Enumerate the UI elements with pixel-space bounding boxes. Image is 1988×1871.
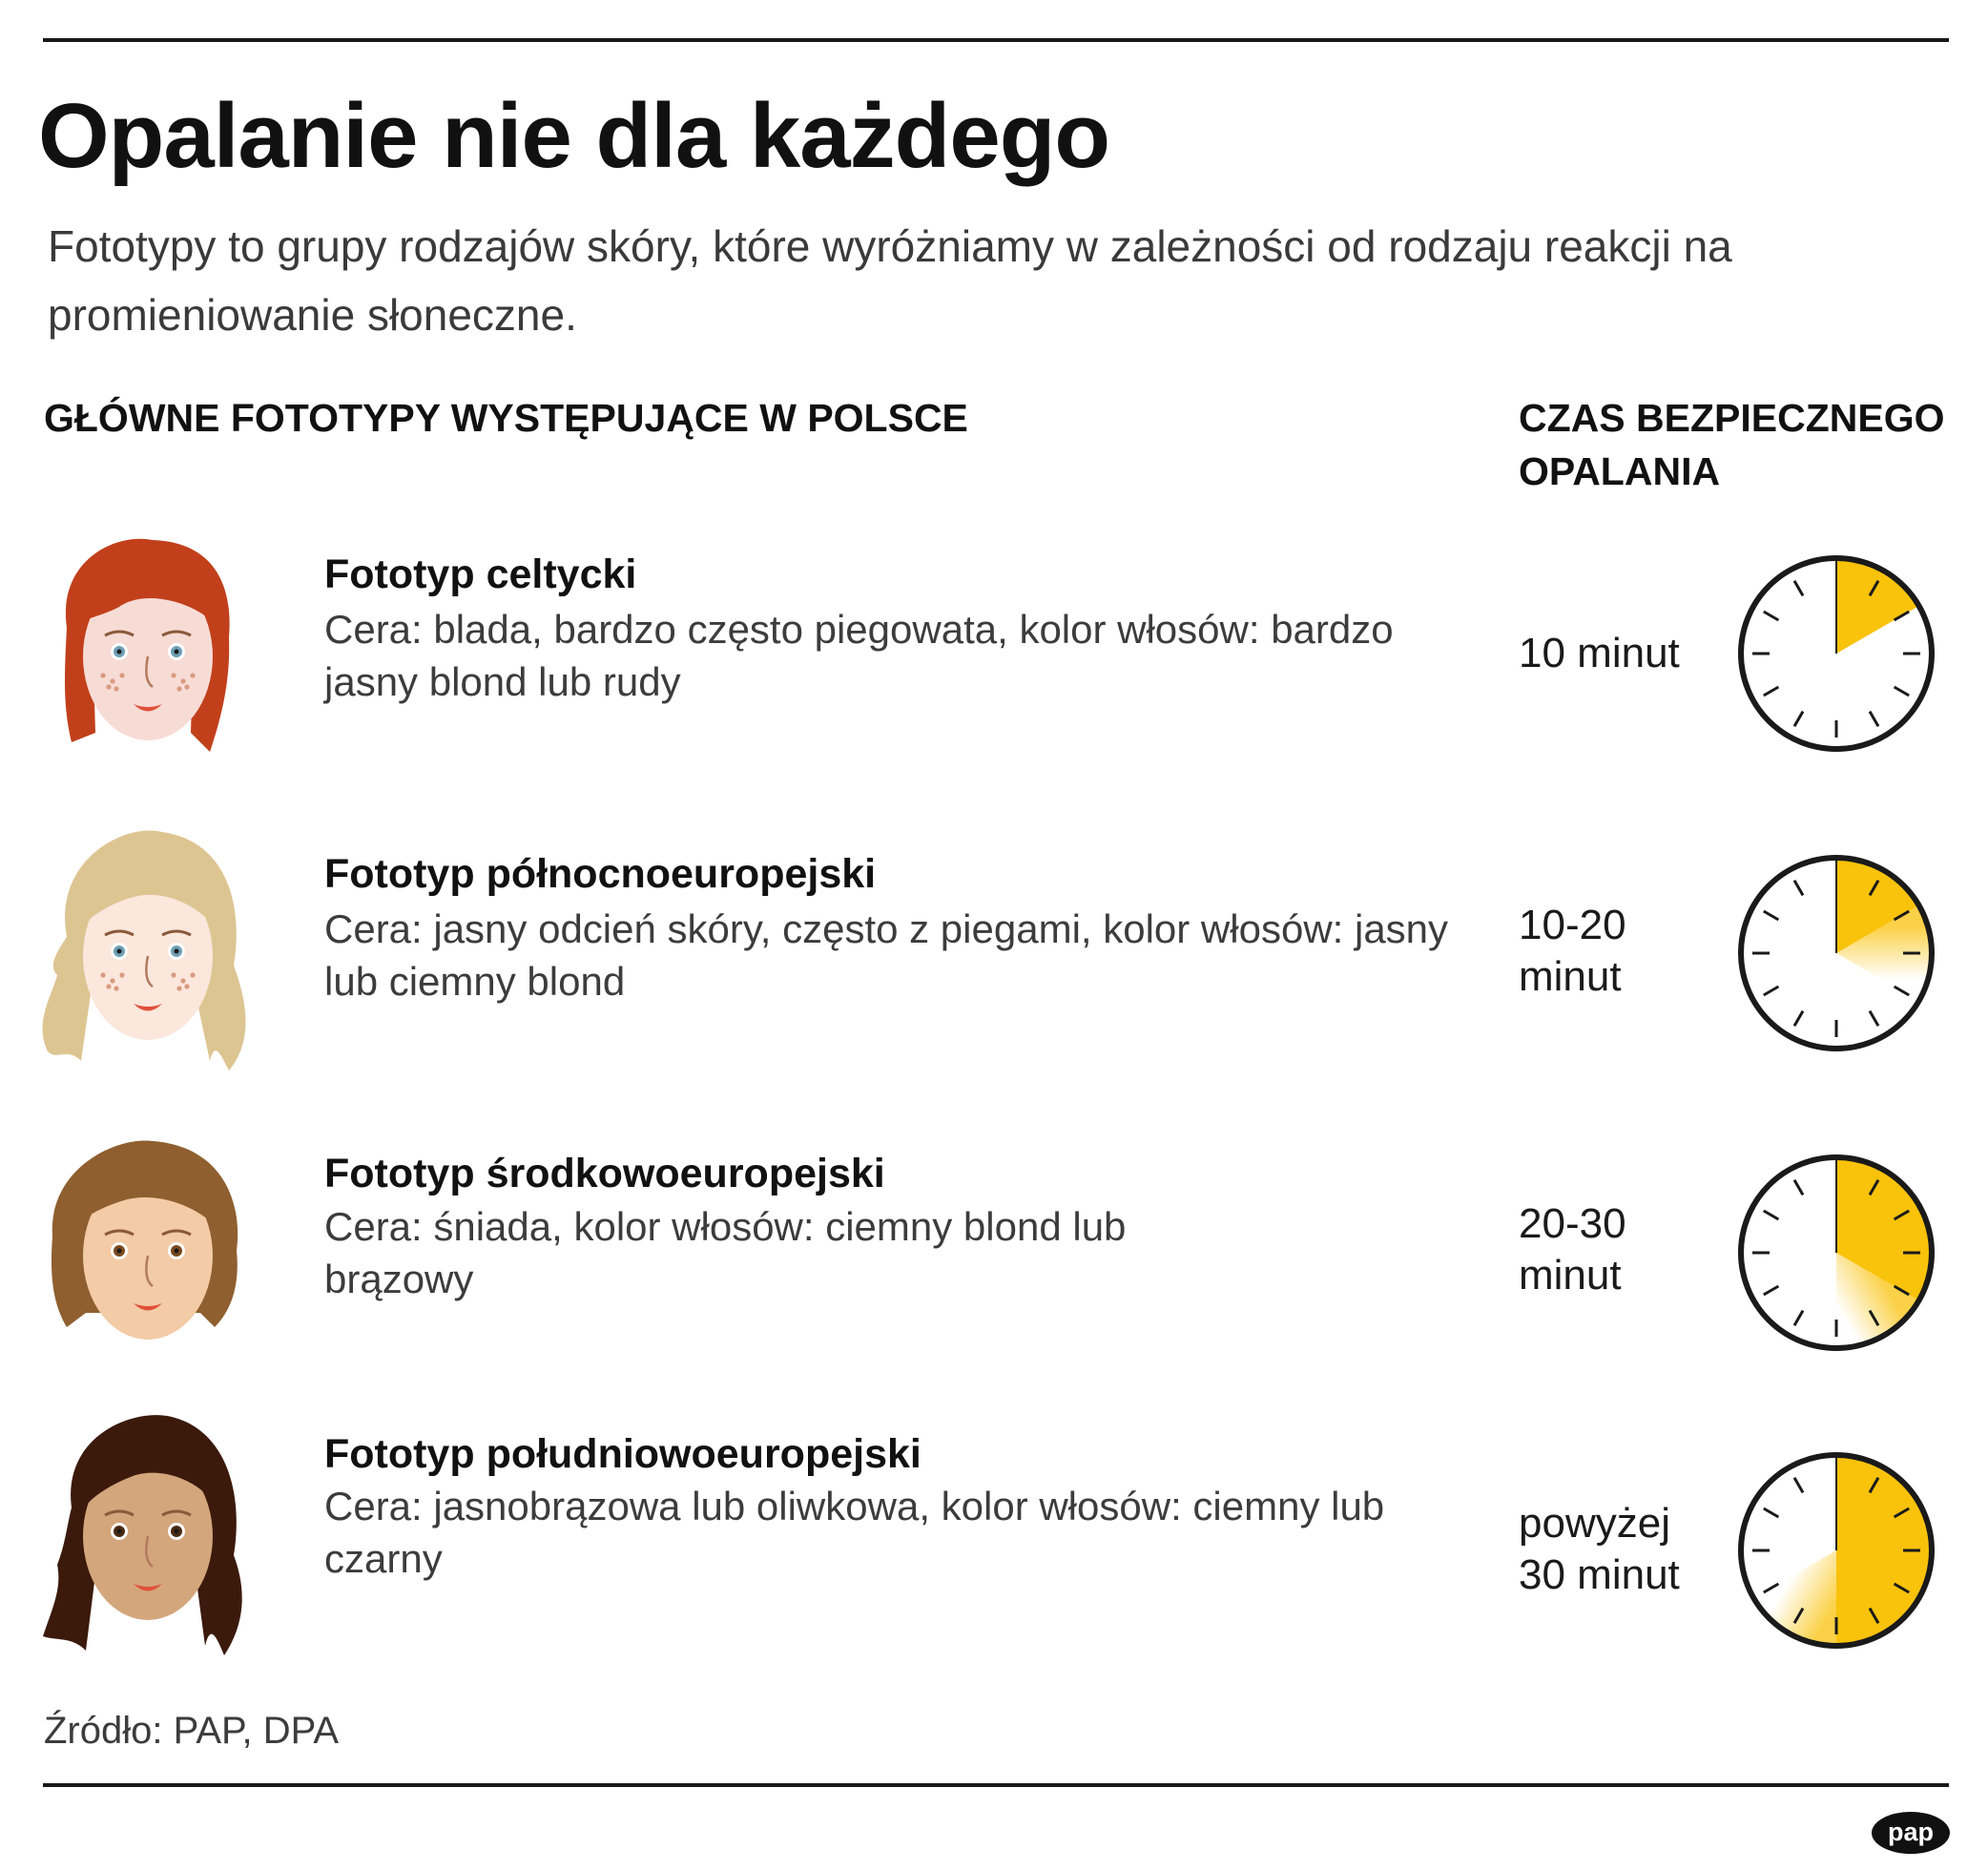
freckle bbox=[119, 972, 125, 978]
freckle bbox=[106, 984, 112, 989]
clock-rim bbox=[1738, 1452, 1935, 1649]
clock-tick bbox=[1893, 909, 1910, 922]
mouth bbox=[134, 1584, 162, 1591]
row-desc-north-european: Cera: jasny odcień skóry, często z piega… bbox=[324, 906, 1449, 1004]
clock-tick bbox=[1868, 880, 1880, 897]
clock-south-european-icon bbox=[1738, 1452, 1935, 1649]
row-desc-celtic: Cera: blada, bardzo często piegowata, ko… bbox=[324, 607, 1394, 704]
row-desc-south-european: Cera: jasnobrązowa lub oliwkowa, kolor w… bbox=[324, 1484, 1385, 1581]
clock-tick bbox=[1763, 685, 1780, 697]
source-note: Źródło: PAP, DPA bbox=[44, 1710, 340, 1752]
row-title-celtic: Fototyp celtycki bbox=[324, 551, 637, 597]
freckle bbox=[110, 678, 115, 684]
time-north-european: 10-20 minut bbox=[1519, 902, 1626, 1000]
clock-tick bbox=[1792, 1607, 1805, 1624]
clock-tick bbox=[1893, 685, 1910, 697]
clock-tick bbox=[1792, 1477, 1805, 1494]
clock-tick bbox=[1763, 985, 1780, 997]
row-title-central-european: Fototyp środkowoeuropejski bbox=[324, 1151, 885, 1196]
clock-tick bbox=[1792, 1179, 1805, 1196]
clock-rim bbox=[1738, 855, 1935, 1051]
clock-tick bbox=[1868, 710, 1880, 727]
clock-tick bbox=[1763, 1209, 1780, 1221]
time-celtic: 10 minut bbox=[1519, 630, 1680, 676]
freckle bbox=[180, 978, 186, 984]
clock-tick bbox=[1868, 1179, 1880, 1196]
freckle bbox=[184, 684, 190, 690]
freckle bbox=[100, 673, 106, 678]
header-phototypes: GŁÓWNE FOTOTYPY WYSTĘPUJĄCE W POLSCE bbox=[44, 396, 968, 440]
row-title-north-european: Fototyp północnoeuropejski bbox=[324, 851, 877, 897]
freckle bbox=[114, 686, 119, 692]
freckle bbox=[100, 972, 106, 978]
hair-fringe bbox=[72, 1161, 225, 1235]
clock-safe-sector bbox=[1836, 1455, 1932, 1646]
freckle bbox=[114, 986, 119, 991]
clock-tick bbox=[1763, 1582, 1780, 1594]
clock-tick bbox=[1893, 985, 1910, 997]
clock-tick bbox=[1868, 580, 1880, 597]
clock-rim bbox=[1738, 1154, 1935, 1351]
clock-tick bbox=[1893, 1507, 1910, 1519]
clock-tick bbox=[1868, 1477, 1880, 1494]
clock-rim bbox=[1738, 555, 1935, 752]
clock-tick bbox=[1792, 1309, 1805, 1326]
clock-extra-sector bbox=[1836, 905, 1932, 1001]
clock-north-european-icon bbox=[1738, 855, 1935, 1051]
time-central-european: 20-30 minut bbox=[1519, 1200, 1626, 1299]
freckle bbox=[180, 678, 186, 684]
bottom-rule bbox=[43, 1783, 1949, 1787]
clock-celtic-icon bbox=[1738, 555, 1935, 752]
pap-logo: pap bbox=[1872, 1812, 1950, 1854]
clock-tick bbox=[1792, 1009, 1805, 1027]
freckle bbox=[171, 673, 176, 678]
clock-tick bbox=[1763, 1284, 1780, 1297]
svg-text:pap: pap bbox=[1888, 1818, 1934, 1846]
freckle bbox=[171, 972, 176, 978]
face-south-european-icon bbox=[43, 1415, 242, 1655]
mouth bbox=[134, 1004, 162, 1011]
freckle bbox=[176, 686, 182, 692]
clock-tick bbox=[1792, 710, 1805, 727]
hair-fringe bbox=[86, 1441, 218, 1507]
freckle bbox=[184, 984, 190, 989]
clock-tick bbox=[1792, 580, 1805, 597]
freckle bbox=[106, 684, 112, 690]
clock-tick bbox=[1792, 880, 1805, 897]
freckle bbox=[190, 673, 196, 678]
mouth bbox=[134, 704, 162, 712]
hair-fringe bbox=[81, 861, 217, 927]
page-subtitle: Fototypy to grupy rodzajów skóry, które … bbox=[48, 221, 1732, 340]
clock-tick bbox=[1893, 1284, 1910, 1297]
time-south-european: powyżej 30 minut bbox=[1519, 1500, 1680, 1598]
clock-tick bbox=[1868, 1309, 1880, 1326]
clock-tick bbox=[1763, 1507, 1780, 1519]
freckle bbox=[110, 978, 115, 984]
face-celtic-icon bbox=[64, 538, 230, 752]
clock-tick bbox=[1868, 1607, 1880, 1624]
mouth bbox=[134, 1303, 162, 1311]
page-title: Opalanie nie dla każdego bbox=[38, 85, 1110, 187]
nose bbox=[145, 955, 154, 988]
nose bbox=[145, 1255, 154, 1288]
row-title-south-european: Fototyp południowoeuropejski bbox=[324, 1431, 922, 1477]
top-rule bbox=[43, 38, 1949, 42]
clock-central-european-icon bbox=[1738, 1154, 1935, 1351]
clock-tick bbox=[1763, 610, 1780, 622]
face-central-european-icon bbox=[51, 1140, 238, 1340]
freckle bbox=[119, 673, 125, 678]
header-safe-time: CZAS BEZPIECZNEGO OPALANIA bbox=[1519, 396, 1945, 493]
nose bbox=[145, 655, 154, 689]
hair-fringe bbox=[78, 564, 218, 626]
freckle bbox=[190, 972, 196, 978]
freckle bbox=[176, 986, 182, 991]
row-desc-central-european: Cera: śniada, kolor włosów: ciemny blond… bbox=[324, 1204, 1127, 1301]
clock-tick bbox=[1893, 610, 1910, 622]
clock-tick bbox=[1893, 1209, 1910, 1221]
clock-tick bbox=[1893, 1582, 1910, 1594]
nose bbox=[145, 1535, 154, 1569]
clock-tick bbox=[1763, 909, 1780, 922]
clock-tick bbox=[1868, 1009, 1880, 1027]
face-north-european-icon bbox=[42, 830, 246, 1071]
